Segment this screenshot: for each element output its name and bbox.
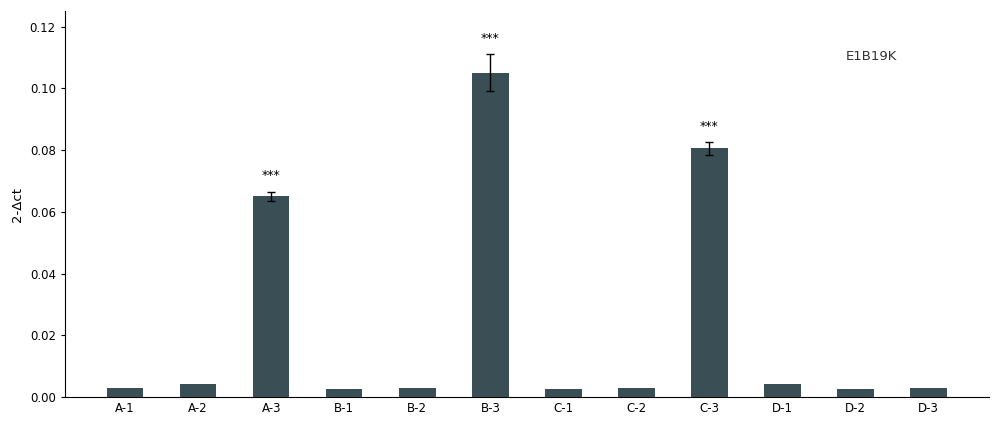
- Bar: [399, 389, 436, 397]
- Bar: [253, 196, 289, 397]
- Bar: [107, 389, 143, 397]
- Bar: [326, 389, 362, 397]
- Bar: [837, 389, 874, 397]
- Bar: [472, 73, 509, 397]
- Text: ***: ***: [262, 170, 281, 182]
- Text: ***: ***: [700, 120, 719, 133]
- Text: E1B19K: E1B19K: [846, 50, 897, 63]
- Bar: [691, 149, 728, 397]
- Bar: [180, 384, 216, 397]
- Bar: [910, 389, 947, 397]
- Y-axis label: 2-Δct: 2-Δct: [11, 187, 24, 222]
- Bar: [618, 389, 655, 397]
- Bar: [545, 389, 582, 397]
- Text: ***: ***: [481, 32, 500, 45]
- Bar: [764, 384, 801, 397]
